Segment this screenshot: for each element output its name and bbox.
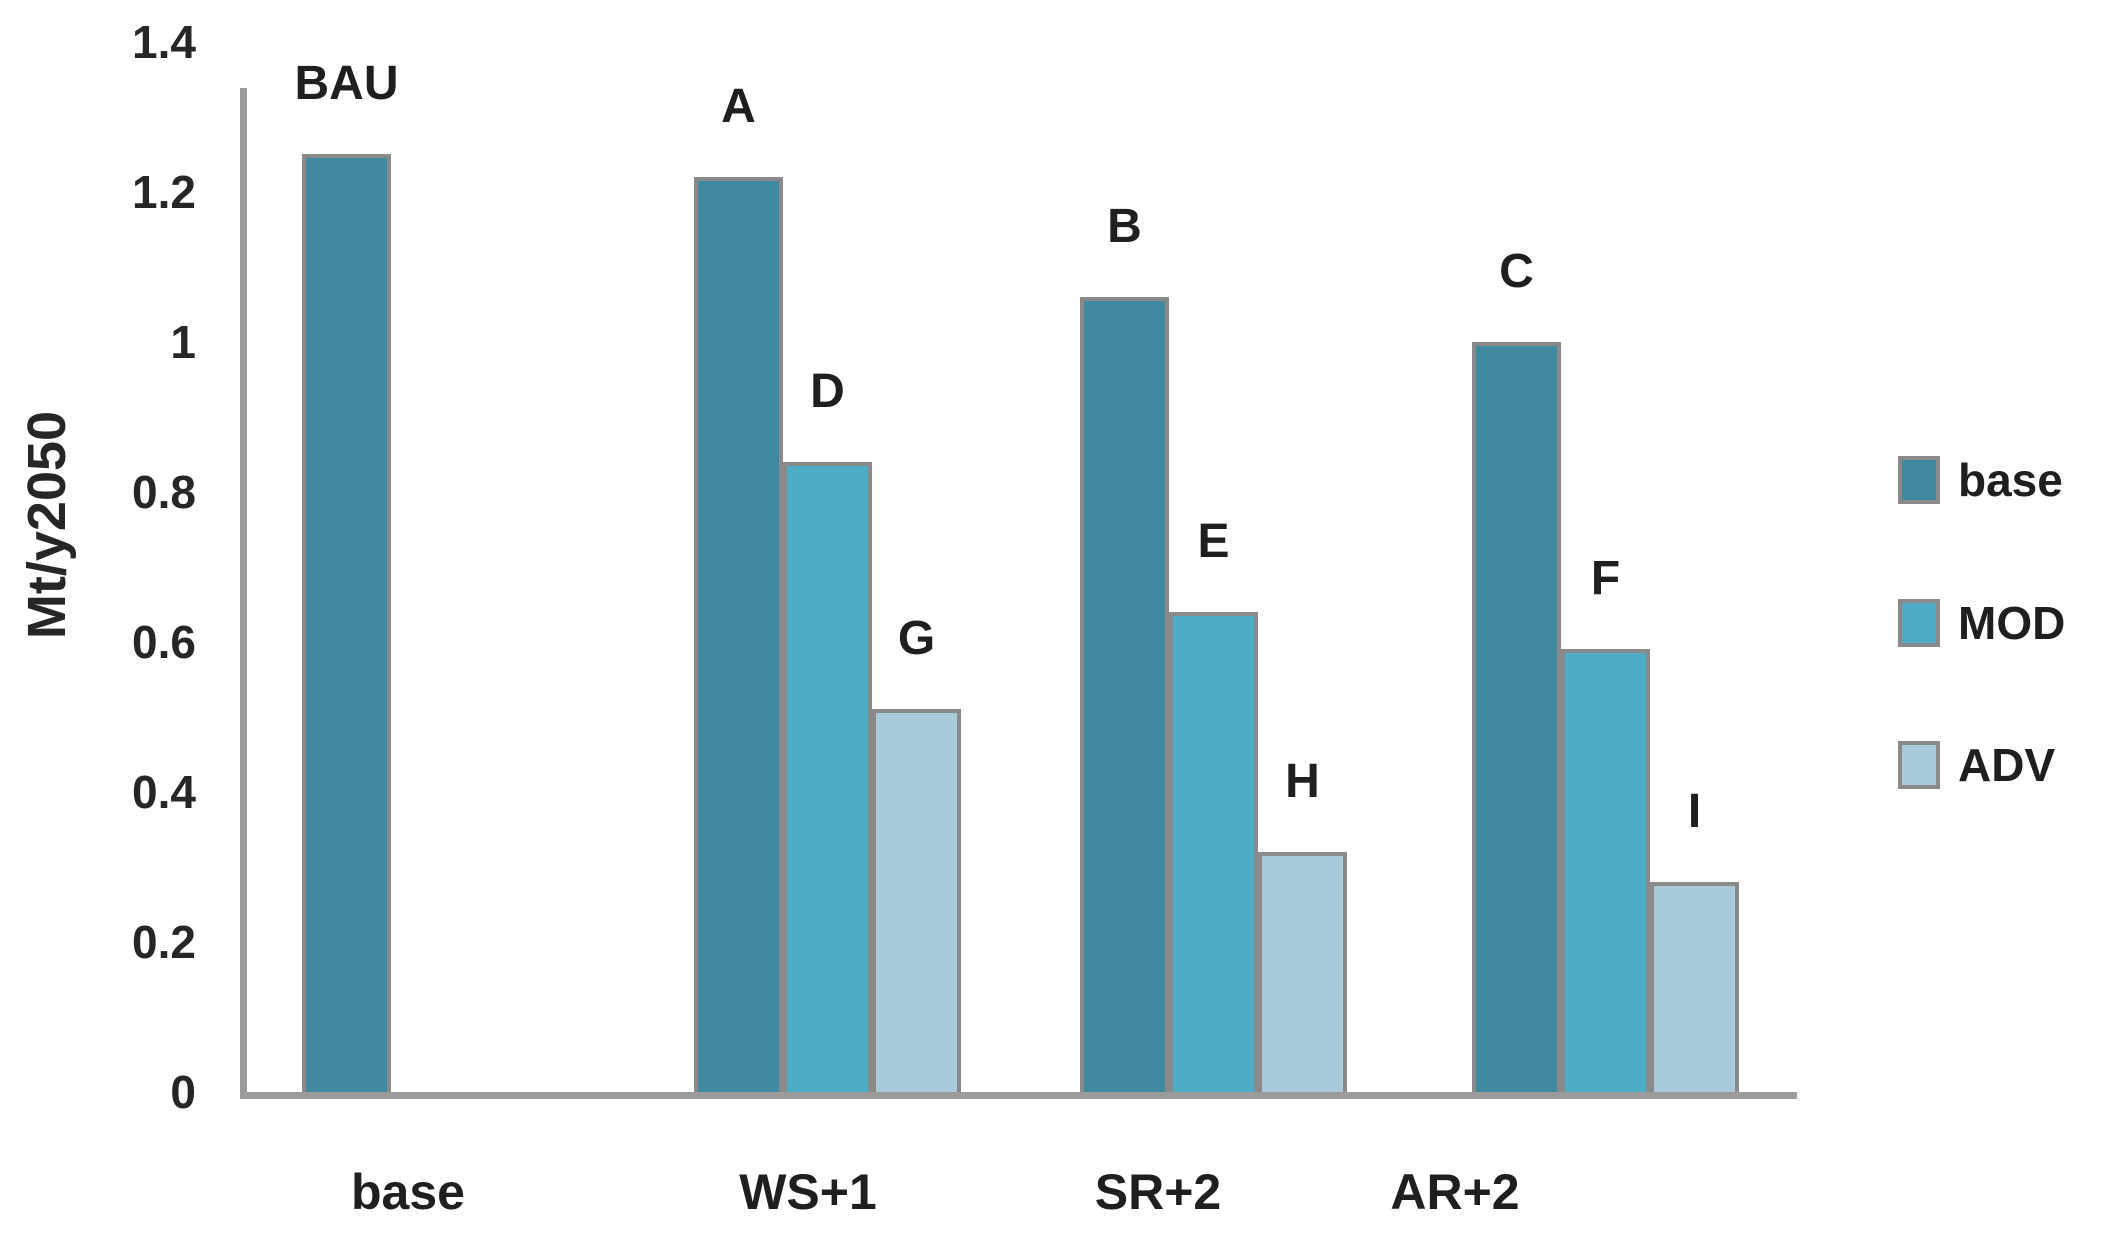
y-tick-label: 0.6 bbox=[132, 616, 196, 668]
bar-label: C bbox=[1499, 245, 1534, 298]
legend-label: base bbox=[1958, 454, 2063, 506]
bar-base-WS+1 bbox=[694, 177, 783, 1096]
bar-label: F bbox=[1590, 552, 1621, 605]
bar-label: B bbox=[1107, 200, 1142, 253]
y-tick-label: 1.4 bbox=[132, 16, 196, 68]
bar-base-base bbox=[302, 154, 391, 1096]
x-axis-line bbox=[240, 1092, 1797, 1099]
legend-label: MOD bbox=[1958, 597, 2066, 649]
bar-label: E bbox=[1197, 515, 1230, 568]
y-axis-line bbox=[240, 88, 247, 1099]
legend-swatch-MOD bbox=[1898, 599, 1940, 647]
bar-label: I bbox=[1687, 785, 1702, 838]
bar-base-AR+2 bbox=[1472, 342, 1561, 1096]
y-tick-label: 1.2 bbox=[132, 166, 196, 218]
bar-ADV-SR+2 bbox=[1258, 852, 1347, 1096]
bar-base-SR+2 bbox=[1080, 297, 1169, 1096]
bar-MOD-SR+2 bbox=[1169, 612, 1258, 1096]
bar-label: A bbox=[721, 80, 756, 133]
y-tick-label: 0.4 bbox=[132, 766, 196, 818]
bar-MOD-WS+1 bbox=[783, 462, 872, 1096]
y-tick-label: 1 bbox=[170, 316, 196, 368]
y-tick-label: 0 bbox=[170, 1066, 196, 1118]
legend-swatch-base bbox=[1898, 456, 1940, 504]
bar-ADV-WS+1 bbox=[872, 709, 961, 1096]
legend-label: ADV bbox=[1958, 739, 2056, 791]
x-category-label: WS+1 bbox=[739, 1164, 877, 1220]
x-category-label: base bbox=[351, 1164, 465, 1220]
bar-ADV-AR+2 bbox=[1650, 882, 1739, 1096]
bar-label: G bbox=[897, 612, 936, 665]
bar-label: D bbox=[810, 365, 845, 418]
bar-MOD-AR+2 bbox=[1561, 649, 1650, 1096]
bar-label: BAU bbox=[294, 57, 399, 110]
bar-label: H bbox=[1285, 755, 1320, 808]
legend-swatch-ADV bbox=[1898, 741, 1940, 789]
x-category-label: AR+2 bbox=[1390, 1164, 1520, 1220]
y-tick-label: 0.8 bbox=[132, 466, 196, 518]
y-tick-label: 0.2 bbox=[132, 916, 196, 968]
x-category-label: SR+2 bbox=[1094, 1164, 1222, 1220]
